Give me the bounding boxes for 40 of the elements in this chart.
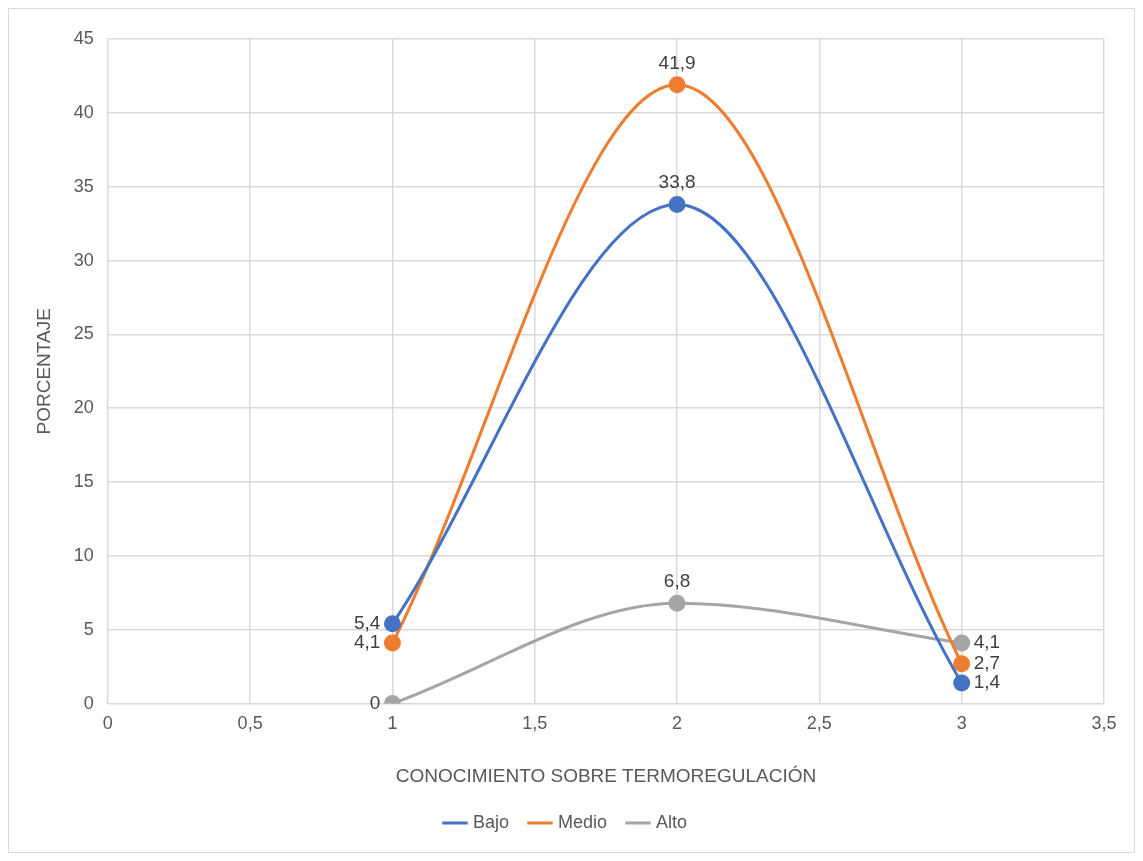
data-label: 4,1 bbox=[354, 631, 381, 653]
point bbox=[668, 594, 686, 612]
x-tick-label: 0 bbox=[102, 713, 113, 734]
data-label: 41,9 bbox=[658, 51, 696, 73]
point bbox=[383, 634, 401, 652]
point bbox=[383, 615, 401, 633]
y-tick-label: 45 bbox=[73, 27, 94, 48]
point bbox=[668, 76, 686, 94]
y-tick-label: 40 bbox=[73, 101, 94, 122]
x-axis-title: CONOCIMIENTO SOBRE TERMOREGULACIÓN bbox=[395, 764, 817, 786]
point bbox=[953, 655, 971, 673]
y-tick-label: 10 bbox=[73, 544, 94, 565]
point bbox=[953, 674, 971, 692]
data-label: 0 bbox=[369, 691, 381, 713]
x-tick-label: 0,5 bbox=[237, 713, 263, 734]
x-tick-label: 3,5 bbox=[1091, 713, 1117, 734]
point bbox=[953, 634, 971, 652]
data-label: 2,7 bbox=[973, 651, 1001, 673]
x-tick-label: 1 bbox=[387, 713, 398, 734]
x-tick-label: 2,5 bbox=[806, 713, 832, 734]
y-tick-label: 20 bbox=[73, 397, 94, 418]
data-label: 1,4 bbox=[973, 671, 1001, 693]
y-tick-label: 25 bbox=[73, 323, 94, 344]
y-tick-label: 15 bbox=[73, 471, 94, 492]
y-tick-label: 30 bbox=[73, 249, 94, 270]
data-label: 4,1 bbox=[973, 631, 1001, 653]
legend-label: Bajo bbox=[472, 811, 509, 832]
data-label: 6,8 bbox=[663, 569, 691, 591]
data-label: 33,8 bbox=[658, 171, 696, 193]
legend-label: Alto bbox=[656, 811, 688, 832]
x-tick-label: 1,5 bbox=[522, 713, 548, 734]
y-axis-title: PORCENTAJE bbox=[32, 308, 54, 435]
point bbox=[668, 195, 686, 213]
x-tick-label: 2 bbox=[672, 713, 683, 734]
y-tick-label: 5 bbox=[83, 618, 94, 639]
y-tick-label: 0 bbox=[83, 692, 94, 713]
x-tick-label: 3 bbox=[956, 713, 967, 734]
data-label: 5,4 bbox=[354, 612, 381, 634]
y-tick-label: 35 bbox=[73, 175, 94, 196]
legend-label: Medio bbox=[557, 811, 608, 832]
